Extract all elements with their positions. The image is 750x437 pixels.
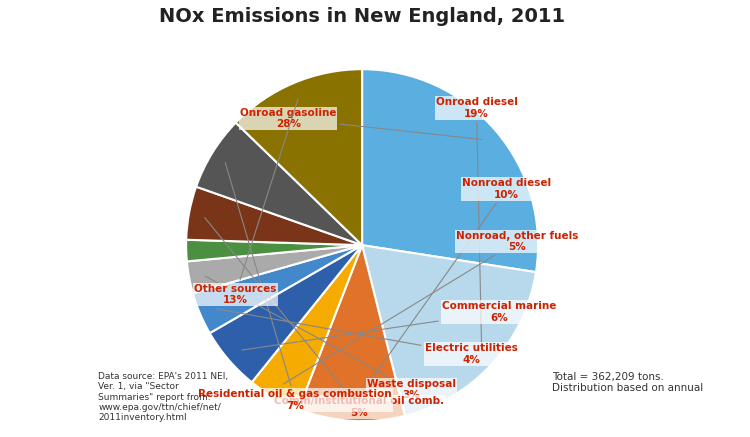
Wedge shape bbox=[210, 245, 362, 382]
Text: Comm/institutional oil comb.
5%: Comm/institutional oil comb. 5% bbox=[205, 218, 444, 418]
Wedge shape bbox=[196, 123, 362, 245]
Wedge shape bbox=[236, 69, 362, 245]
Wedge shape bbox=[186, 187, 362, 245]
Text: Electric utilities
4%: Electric utilities 4% bbox=[216, 309, 518, 365]
Wedge shape bbox=[186, 240, 362, 261]
Text: Data source: EPA's 2011 NEI,
Ver. 1, via "Sector
Summaries" report from:
www.epa: Data source: EPA's 2011 NEI, Ver. 1, via… bbox=[98, 372, 228, 423]
Wedge shape bbox=[187, 245, 362, 293]
Text: Onroad diesel
19%: Onroad diesel 19% bbox=[436, 97, 517, 351]
Text: Commercial marine
6%: Commercial marine 6% bbox=[242, 301, 556, 350]
Wedge shape bbox=[298, 245, 405, 421]
Text: Nonroad, other fuels
5%: Nonroad, other fuels 5% bbox=[284, 231, 578, 384]
Text: Onroad gasoline
28%: Onroad gasoline 28% bbox=[240, 108, 482, 139]
Text: Residential oil & gas combustion
7%: Residential oil & gas combustion 7% bbox=[199, 163, 392, 411]
Title: NOx Emissions in New England, 2011: NOx Emissions in New England, 2011 bbox=[159, 7, 566, 26]
Wedge shape bbox=[193, 245, 362, 333]
Wedge shape bbox=[362, 245, 536, 416]
Wedge shape bbox=[252, 245, 362, 409]
Text: Nonroad diesel
10%: Nonroad diesel 10% bbox=[354, 178, 551, 405]
Text: Other sources
13%: Other sources 13% bbox=[194, 99, 298, 305]
Text: Waste disposal
3%: Waste disposal 3% bbox=[206, 276, 456, 400]
Wedge shape bbox=[362, 69, 538, 272]
Text: Total = 362,209 tons.
Distribution based on annual: Total = 362,209 tons. Distribution based… bbox=[552, 372, 704, 393]
